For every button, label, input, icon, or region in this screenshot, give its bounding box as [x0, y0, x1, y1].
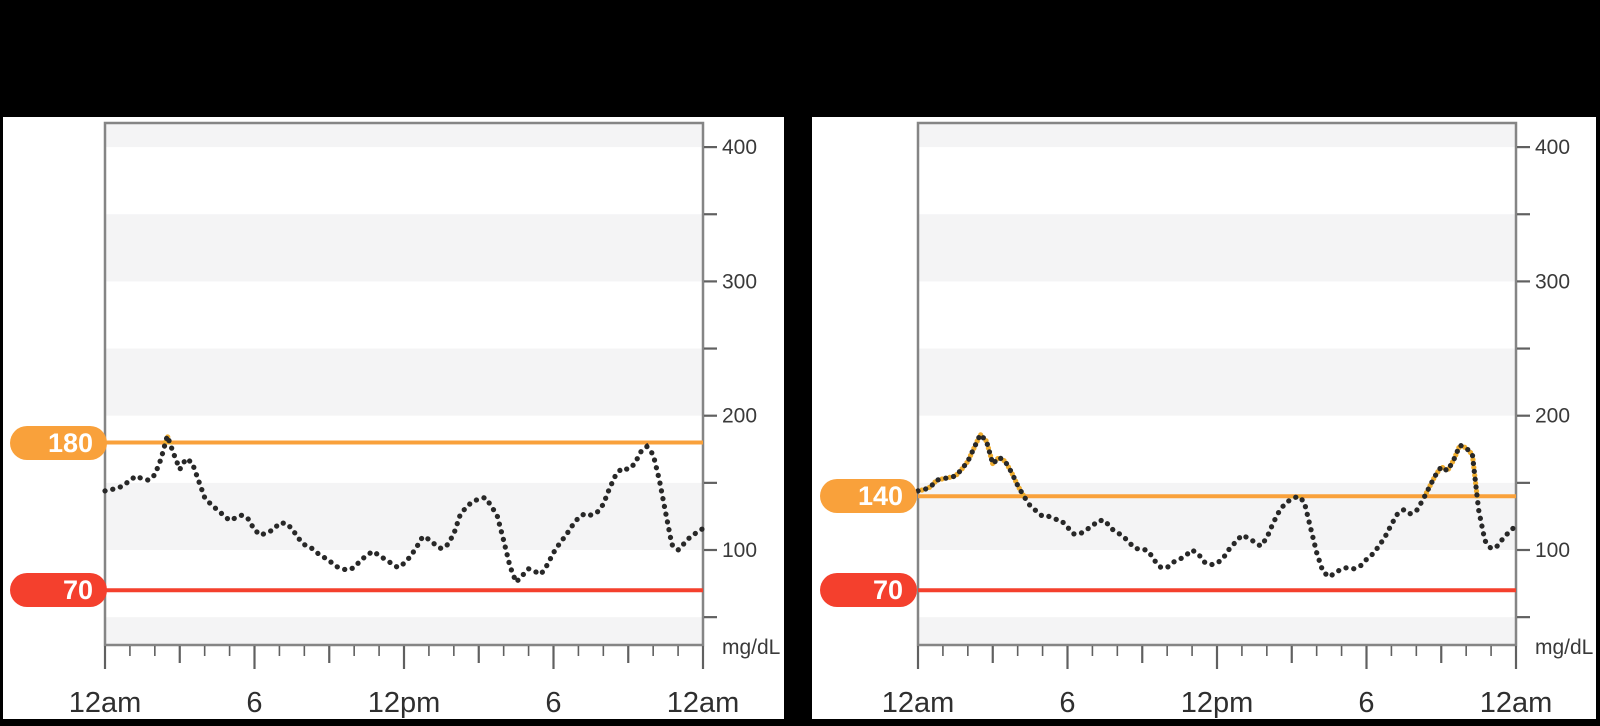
x-tick-label: 12pm [368, 687, 441, 719]
plot-border [916, 121, 1518, 647]
y-tick-label: 300 [722, 270, 757, 293]
glucose-trace [915, 429, 1519, 581]
low-threshold-badge: 70 [10, 573, 107, 607]
stripe-band [105, 482, 703, 550]
high-threshold-badge: 180 [10, 426, 107, 460]
glucose-chart-svg: 100 200 300 400 mg/dL 12am 6 12pm 6 12am [69, 121, 780, 719]
plot-border [103, 121, 705, 647]
stripe-band [918, 482, 1516, 550]
y-tick-label: 400 [722, 136, 757, 159]
glucose-trace [102, 427, 706, 587]
x-tick-label: 12am [882, 687, 955, 719]
glucose-chart-panel-day1: 100 200 300 400 mg/dL 12am 6 12pm 6 12am 180 70 [3, 117, 784, 719]
stripe-band [105, 617, 703, 645]
high-threshold-badge: 140 [820, 479, 917, 513]
y-tick-label: 200 [722, 405, 757, 428]
unit-label: mg/dL [722, 636, 780, 659]
x-tick-label: 6 [1059, 687, 1075, 719]
y-tick-label: 100 [1535, 539, 1570, 562]
glucose-chart-panel-day2: 100 200 300 400 mg/dL 12am 6 12pm 6 12am 140 70 [812, 117, 1596, 719]
y-tick-label: 400 [1535, 136, 1570, 159]
x-tick-label: 12pm [1181, 687, 1254, 719]
x-tick-label: 6 [1358, 687, 1374, 719]
stripe-band [918, 617, 1516, 645]
x-tick-label: 12am [667, 687, 740, 719]
stripe-band [918, 214, 1516, 282]
y-tick-label: 300 [1535, 270, 1570, 293]
stripe-band [105, 123, 703, 148]
stripe-band [105, 214, 703, 282]
y-tick-label: 100 [722, 539, 757, 562]
y-tick-label: 200 [1535, 405, 1570, 428]
x-tick-label: 12am [1480, 687, 1553, 719]
unit-label: mg/dL [1535, 636, 1593, 659]
x-tick-label: 6 [246, 687, 262, 719]
low-threshold-badge: 70 [820, 573, 917, 607]
stripe-band [918, 348, 1516, 416]
stripe-band [918, 123, 1516, 148]
x-tick-label: 12am [69, 687, 142, 719]
stripe-band [105, 348, 703, 416]
x-tick-label: 6 [545, 687, 561, 719]
glucose-chart-svg: 100 200 300 400 mg/dL 12am 6 12pm 6 12am [882, 121, 1593, 719]
